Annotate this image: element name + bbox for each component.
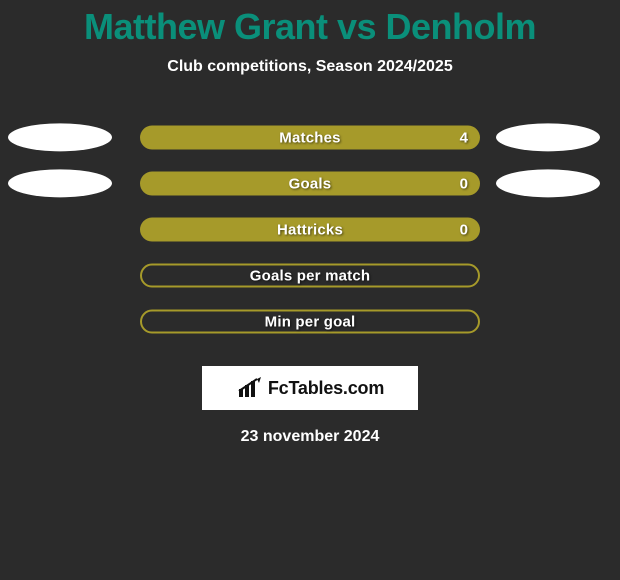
date-stamp: 23 november 2024 [0,428,620,446]
stat-row: Min per goal [0,300,620,346]
bar-chart-icon [236,377,264,399]
player-ellipse-right [496,123,600,151]
stat-value: 0 [460,175,468,192]
stat-value: 0 [460,221,468,238]
stat-label: Goals [289,175,332,192]
stat-label: Min per goal [265,313,356,330]
stat-bar: Min per goal [140,310,480,334]
stat-row: Matches 4 [0,116,620,162]
stat-bar: Hattricks 0 [140,218,480,242]
stat-bar: Matches 4 [140,126,480,150]
stat-value: 4 [460,129,468,146]
brand-text: FcTables.com [268,378,384,399]
stat-label: Hattricks [277,221,343,238]
stat-row: Goals per match [0,254,620,300]
brand-badge: FcTables.com [202,366,418,410]
stat-row: Hattricks 0 [0,208,620,254]
stat-rows: Matches 4 Goals 0 Hattricks 0 Goals per match M… [0,116,620,346]
stat-row: Goals 0 [0,162,620,208]
page-title: Matthew Grant vs Denholm [0,0,620,48]
player-ellipse-right [496,169,600,197]
page-subtitle: Club competitions, Season 2024/2025 [0,58,620,76]
stat-bar: Goals per match [140,264,480,288]
player-ellipse-left [8,169,112,197]
stat-bar: Goals 0 [140,172,480,196]
stat-label: Goals per match [250,267,371,284]
player-ellipse-left [8,123,112,151]
stat-label: Matches [279,129,340,146]
